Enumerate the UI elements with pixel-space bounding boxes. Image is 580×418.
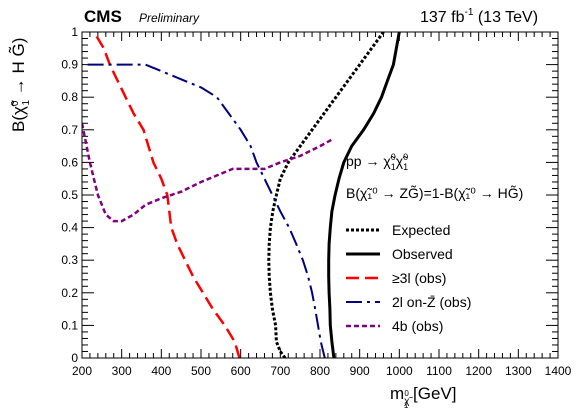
y-tick-label: 0: [71, 351, 78, 365]
experiment-label: CMS: [84, 7, 122, 26]
process-label: pp → χ̃0 1χ̃0 1: [346, 152, 408, 172]
y-tick-label: 0.6: [61, 155, 78, 169]
x-tick-label: 800: [310, 364, 330, 378]
x-tick-label: 600: [231, 364, 251, 378]
series-line-0: [267, 32, 385, 358]
series-line-1: [327, 32, 401, 358]
y-tick-label: 0.4: [61, 221, 78, 235]
x-tick-label: 900: [350, 364, 370, 378]
x-tick-label: 1100: [426, 364, 452, 378]
x-axis-title: mχ̃0 1 [GeV]: [390, 384, 457, 410]
x-tick-label: 400: [151, 364, 171, 378]
series-line-2: [92, 32, 241, 358]
tick-labels: 200 300 400 500 600 700 800 900 1000 1100 1200 1300…: [61, 25, 571, 378]
legend: Expected Observed ≥3l (obs) 2l on-Z̄ (obs) 4…: [346, 222, 471, 334]
series-line-3: [82, 63, 326, 358]
series-line-4: [82, 123, 333, 223]
lumi-label: 137 fb-1 (13 TeV): [420, 7, 538, 26]
x-tick-label: 1200: [465, 364, 492, 378]
y-tick-label: 0.1: [61, 318, 78, 332]
y-tick-label: 1: [71, 25, 78, 39]
status-label: Preliminary: [139, 11, 200, 25]
legend-label-4: 4b (obs): [392, 318, 443, 334]
legend-label-0: Expected: [392, 222, 450, 238]
x-tick-label: 1300: [505, 364, 532, 378]
x-tick-label: 300: [112, 364, 132, 378]
curves-layer: [82, 32, 401, 358]
y-tick-label: 0.3: [61, 253, 78, 267]
legend-label-3: 2l on-Z̄ (obs): [392, 294, 471, 310]
x-tick-label: 700: [270, 364, 290, 378]
y-tick-label: 0.9: [61, 58, 78, 72]
y-tick-label: 0.2: [61, 286, 78, 300]
legend-label-2: ≥3l (obs): [392, 270, 446, 286]
y-tick-label: 0.5: [61, 188, 78, 202]
y-tick-label: 0.7: [61, 123, 78, 137]
branching-label: B(χ̃₁⁰ → ZG̃)=1-B(χ̃₁⁰ → HG̃): [346, 185, 523, 201]
x-tick-label: 1400: [545, 364, 572, 378]
y-tick-label: 0.8: [61, 90, 78, 104]
legend-label-1: Observed: [392, 246, 453, 262]
x-tick-label: 1000: [386, 364, 413, 378]
y-axis-title: B(χ̃01 → H G̃): [8, 38, 32, 132]
x-tick-label: 200: [72, 364, 92, 378]
x-tick-label: 500: [191, 364, 211, 378]
plot-frame: [81, 31, 559, 359]
